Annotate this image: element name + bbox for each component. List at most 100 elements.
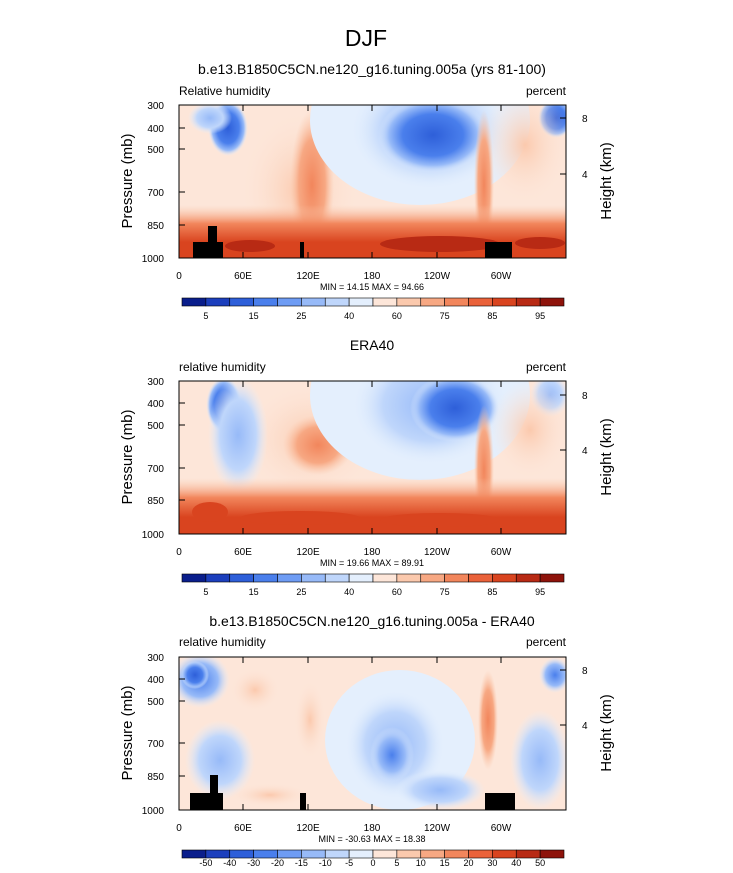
x-tick-label: 120W: [424, 547, 451, 558]
y-right-tick-label: 8: [582, 391, 588, 402]
y-axis-label: Pressure (mb): [119, 685, 136, 780]
colorbar-box: [420, 849, 445, 859]
y-right-tick-labels: 8 4: [582, 391, 588, 457]
right-string: percent: [526, 635, 567, 649]
y-right-tick-labels: 8 4: [582, 666, 588, 732]
colorbar-box: [253, 573, 278, 583]
x-tick-label: 60W: [491, 547, 512, 558]
y-tick-label: 500: [147, 145, 164, 156]
colorbar-box: [468, 849, 493, 859]
colorbar-box: [181, 849, 207, 859]
colorbar-box: [181, 573, 207, 583]
colorbar-label: 25: [296, 587, 306, 597]
y-right-tick-labels: 8 4: [582, 114, 588, 181]
colorbar: 5 15 25 40 60 75 85 95: [181, 573, 565, 597]
x-tick-label: 60W: [491, 271, 512, 282]
colorbar-box: [348, 297, 374, 307]
colorbar-box: [301, 849, 326, 859]
colorbar-box: [181, 297, 207, 307]
colorbar-label: -5: [345, 858, 353, 868]
colorbar-box: [301, 573, 326, 583]
colorbar-box: [372, 573, 398, 583]
y-right-tick-label: 8: [582, 114, 588, 125]
y-tick-label: 400: [147, 675, 164, 686]
x-tick-labels: 0 60E 120E 180 120W 60W: [176, 823, 512, 834]
colorbar-box: [396, 297, 422, 307]
colorbar-box: [539, 297, 565, 307]
contour-field: [179, 381, 566, 534]
colorbar-label: 75: [440, 311, 450, 321]
colorbar-box: [444, 573, 469, 583]
colorbar-box: [205, 573, 231, 583]
colorbar-label: 5: [394, 858, 399, 868]
colorbar-label: -40: [223, 858, 236, 868]
min-max-stats: MIN = 19.66 MAX = 89.91: [320, 558, 424, 568]
panel-era40: ERA40 relative humidity percent: [119, 337, 615, 597]
colorbar-box: [229, 573, 254, 583]
colorbar-box: [253, 297, 278, 307]
colorbar-box: [277, 849, 302, 859]
colorbar-box: [253, 849, 278, 859]
colorbar-box: [324, 297, 350, 307]
y-right-tick-label: 4: [582, 721, 588, 732]
colorbar-label: 5: [203, 311, 208, 321]
colorbar-box: [301, 297, 326, 307]
right-string: percent: [526, 84, 567, 98]
colorbar-box: [492, 849, 517, 859]
x-ticks: [178, 381, 502, 534]
y-tick-label: 500: [147, 421, 164, 432]
x-tick-label: 180: [364, 547, 381, 558]
colorbar-label: 60: [392, 311, 402, 321]
x-tick-label: 120W: [424, 271, 451, 282]
colorbar: 5 15 25 40 60 75 85 95: [181, 297, 565, 321]
colorbar-box: [205, 849, 231, 859]
y-tick-labels: 300 400 500 700 850 1000: [142, 101, 165, 265]
colorbar-box: [324, 573, 350, 583]
y-tick-label: 400: [147, 124, 164, 135]
left-string: Relative humidity: [179, 84, 270, 98]
colorbar-label: 75: [440, 587, 450, 597]
figure-title: DJF: [345, 25, 387, 51]
colorbar-label: 15: [249, 311, 259, 321]
colorbar-box: [205, 297, 231, 307]
x-tick-label: 180: [364, 823, 381, 834]
colorbar-box: [539, 849, 565, 859]
colorbar-label: 30: [487, 858, 497, 868]
colorbar-label: -30: [247, 858, 260, 868]
y-tick-label: 700: [147, 188, 164, 199]
colorbar-label: 40: [344, 311, 354, 321]
colorbar-box: [229, 849, 254, 859]
colorbar-label: 60: [392, 587, 402, 597]
y-tick-label: 1000: [142, 254, 165, 265]
min-max-stats: MIN = -30.63 MAX = 18.38: [318, 834, 425, 844]
x-tick-label: 60W: [491, 823, 512, 834]
y-tick-label: 850: [147, 772, 164, 783]
panel-difference: b.e13.B1850C5CN.ne120_g16.tuning.005a - …: [119, 613, 615, 868]
colorbar-box: [539, 573, 565, 583]
contour-field: [179, 657, 566, 810]
colorbar-label: 15: [249, 587, 259, 597]
colorbar-label: 95: [535, 587, 545, 597]
y-right-tick-label: 4: [582, 446, 588, 457]
left-string: relative humidity: [179, 635, 266, 649]
y-tick-label: 1000: [142, 530, 165, 541]
y-tick-label: 400: [147, 399, 164, 410]
colorbar-box: [444, 849, 469, 859]
y-tick-label: 500: [147, 697, 164, 708]
y-tick-label: 700: [147, 739, 164, 750]
y-tick-label: 300: [147, 653, 164, 664]
x-tick-labels: 0 60E 120E 180 120W 60W: [176, 547, 512, 558]
y-tick-label: 850: [147, 221, 164, 232]
right-string: percent: [526, 360, 567, 374]
colorbar-label: 85: [487, 587, 497, 597]
x-ticks: [178, 657, 502, 810]
terrain-mask: [193, 226, 512, 258]
x-tick-label: 120W: [424, 823, 451, 834]
y-ticks: [179, 104, 566, 259]
x-ticks: [178, 105, 502, 258]
colorbar-label: -15: [295, 858, 308, 868]
y-ticks: [179, 380, 566, 535]
colorbar-box: [396, 849, 422, 859]
colorbar-box: [324, 849, 350, 859]
